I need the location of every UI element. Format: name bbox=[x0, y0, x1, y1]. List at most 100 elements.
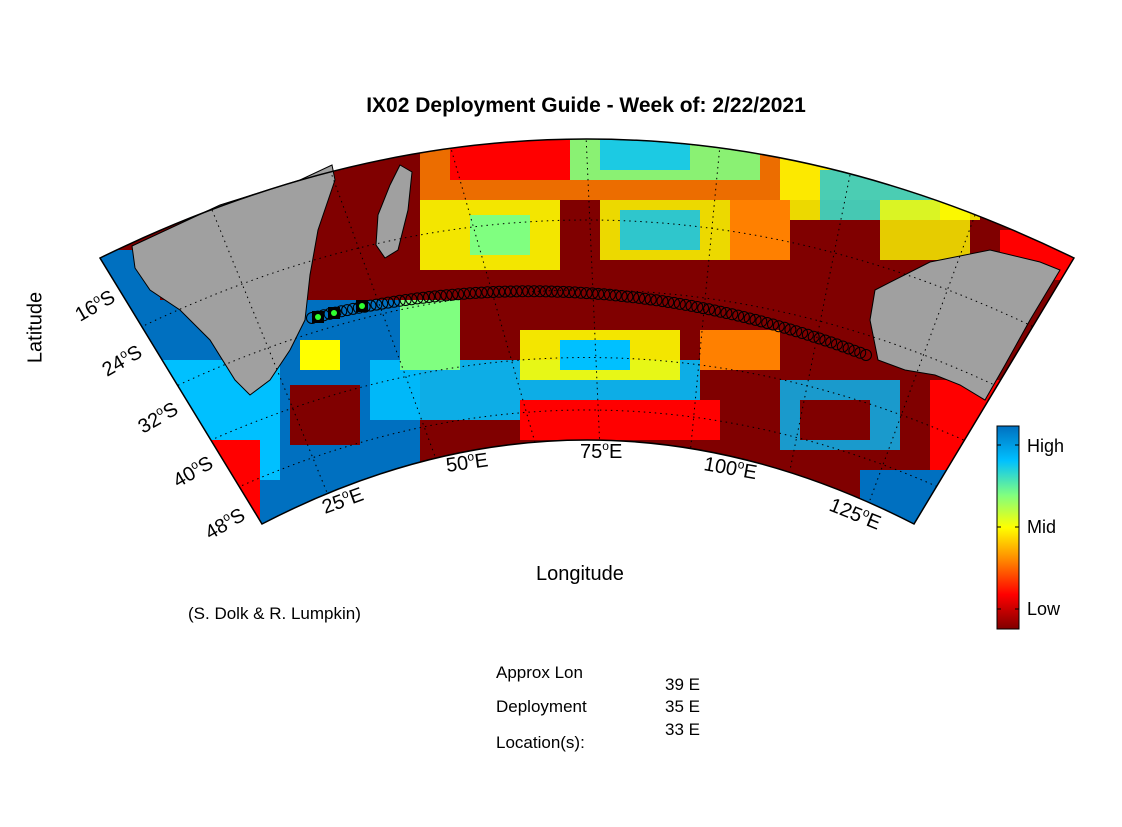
ix02-transect bbox=[306, 285, 872, 361]
latitude-tick-label: 32oS bbox=[134, 396, 183, 438]
transect-marker bbox=[434, 289, 447, 302]
transect-marker bbox=[836, 340, 849, 353]
transect-marker bbox=[807, 330, 820, 343]
transect-marker bbox=[475, 286, 488, 299]
transect-marker bbox=[510, 285, 523, 298]
latitude-tick-label: 40oS bbox=[169, 450, 218, 492]
transect-marker bbox=[452, 288, 465, 301]
transect-marker bbox=[469, 286, 482, 299]
transect-marker bbox=[761, 317, 774, 329]
latitude-tick-label: 16oS bbox=[71, 284, 120, 326]
transect-marker bbox=[656, 295, 669, 308]
transect-marker bbox=[580, 287, 593, 300]
transect-marker bbox=[603, 288, 616, 301]
latitude-tick-label: 48oS bbox=[201, 502, 250, 544]
land bbox=[131, 164, 1061, 401]
transect-marker bbox=[481, 286, 494, 299]
transect-marker bbox=[848, 344, 861, 357]
transect-marker bbox=[528, 285, 541, 298]
colorbar-mid-label: Mid bbox=[1027, 517, 1057, 537]
transect-marker bbox=[627, 291, 640, 304]
deployment-location-3: 33 E bbox=[665, 720, 700, 739]
info-label-line3: Location(s): bbox=[496, 733, 585, 752]
longitude-tick-label: 50oE bbox=[444, 447, 489, 477]
x-axis-label: Longitude bbox=[536, 563, 624, 585]
transect-marker bbox=[399, 294, 412, 306]
info-label-line2: Deployment bbox=[496, 697, 587, 716]
transect-marker bbox=[440, 289, 453, 302]
latitude-tick-label: 24oS bbox=[98, 339, 147, 381]
transect-marker bbox=[545, 285, 558, 298]
transect-marker bbox=[423, 291, 435, 303]
info-label-line1: Approx Lon bbox=[496, 663, 583, 682]
transect-marker bbox=[387, 295, 400, 308]
transect-marker bbox=[487, 286, 500, 298]
transect-marker bbox=[458, 287, 470, 300]
transect-marker bbox=[633, 291, 646, 304]
transect-marker bbox=[842, 342, 855, 355]
transect-marker bbox=[778, 321, 791, 334]
transect-marker bbox=[376, 297, 389, 310]
deployment-marker-dot bbox=[315, 314, 321, 320]
transect-marker bbox=[609, 289, 622, 302]
deployment-location-1: 39 E bbox=[665, 675, 700, 694]
map-frame bbox=[98, 138, 1076, 525]
transect-marker bbox=[819, 334, 832, 347]
transect-marker bbox=[767, 318, 779, 331]
transect-marker bbox=[498, 285, 511, 298]
transect-marker bbox=[598, 288, 611, 301]
transect-marker bbox=[860, 349, 872, 361]
transect-marker bbox=[784, 323, 797, 336]
transect-marker bbox=[341, 304, 354, 317]
deployment-marker-dot bbox=[359, 303, 365, 309]
transect-marker bbox=[533, 285, 546, 298]
transect-marker bbox=[493, 285, 506, 298]
transect-marker bbox=[668, 296, 680, 309]
transect-marker bbox=[382, 296, 394, 309]
transect-marker bbox=[393, 294, 406, 307]
transect-marker bbox=[463, 287, 476, 300]
longitude-tick-label: 75oE bbox=[580, 439, 622, 463]
transect-marker bbox=[720, 307, 733, 319]
transect-marker bbox=[796, 327, 809, 339]
transect-marker bbox=[586, 287, 599, 300]
colorbar-high-label: High bbox=[1027, 436, 1065, 456]
transect-marker bbox=[405, 293, 418, 306]
transect-marker bbox=[411, 292, 424, 305]
transect-marker bbox=[685, 299, 698, 312]
transect-marker bbox=[592, 287, 605, 300]
deployment-markers bbox=[312, 300, 368, 323]
transect-marker bbox=[772, 320, 785, 333]
transect-marker bbox=[428, 290, 441, 303]
y-axis-label: Latitude bbox=[24, 291, 47, 364]
deployment-marker-dot bbox=[331, 310, 337, 316]
colorbar-low-label: Low bbox=[1027, 599, 1061, 619]
transect-marker bbox=[516, 285, 529, 298]
deployment-location-2: 35 E bbox=[665, 697, 700, 716]
australia bbox=[869, 249, 1061, 401]
transect-marker bbox=[790, 325, 803, 338]
madagascar bbox=[375, 164, 413, 259]
transect-marker bbox=[743, 312, 756, 325]
transect-marker bbox=[825, 336, 838, 349]
transect-marker bbox=[813, 332, 826, 345]
transect-marker bbox=[563, 286, 576, 299]
transect-marker bbox=[615, 290, 628, 302]
transect-marker bbox=[446, 288, 459, 301]
transect-marker bbox=[417, 291, 430, 304]
transect-marker bbox=[854, 346, 867, 359]
transect-marker bbox=[703, 303, 715, 316]
transect-marker bbox=[504, 285, 517, 298]
transect-marker bbox=[697, 302, 710, 315]
transect-marker bbox=[370, 298, 383, 311]
transect-marker bbox=[755, 315, 768, 328]
transect-marker bbox=[621, 290, 634, 303]
transect-marker bbox=[737, 311, 750, 323]
transect-marker bbox=[801, 328, 814, 341]
transect-marker bbox=[691, 301, 704, 313]
transect-marker bbox=[726, 308, 739, 321]
transect-marker bbox=[662, 296, 675, 308]
transect-marker bbox=[749, 313, 762, 326]
transect-marker bbox=[557, 285, 570, 298]
transect-marker bbox=[673, 297, 686, 310]
